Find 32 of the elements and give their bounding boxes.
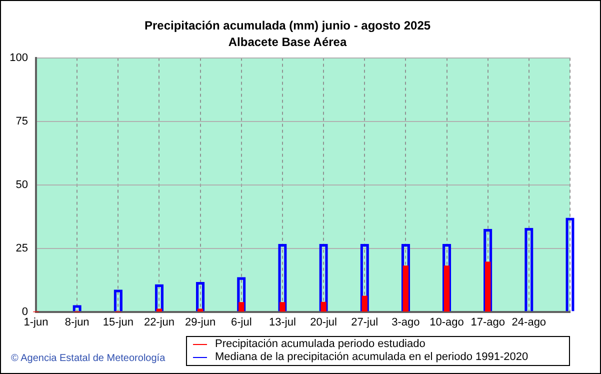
bar [320, 302, 326, 312]
chart-title: Precipitación acumulada (mm) junio - agosto 2025 [144, 18, 431, 33]
y-tick-label: 75 [16, 115, 28, 128]
bar [238, 302, 244, 312]
legend-label: Precipitación acumulada periodo estudiado [215, 338, 426, 351]
bar [197, 308, 204, 312]
y-tick-label: 100 [10, 52, 28, 64]
bar [444, 265, 450, 312]
x-tick-label: 17-ago [470, 316, 505, 328]
chart-subtitle: Albacete Base Aérea [228, 34, 347, 49]
x-tick-label: 6-jul [230, 316, 252, 328]
legend-label: Mediana de la precipitación acumulada en el periodo 1991-2020 [215, 351, 528, 364]
x-tick-label: 10-ago [430, 316, 464, 328]
x-tick-label: 27-jul [351, 316, 378, 328]
x-tick-label: 22-jun [144, 316, 175, 328]
x-tick-label: 29-jun [185, 316, 216, 328]
x-tick-label: 8-jun [64, 316, 90, 328]
bar [156, 308, 162, 312]
x-tick-label: 20-jul [310, 316, 337, 328]
y-tick-label: 25 [16, 242, 28, 254]
bar [362, 296, 368, 312]
y-tick-label: 50 [16, 178, 28, 191]
text: © Agencia Estatal de Meteorología [11, 353, 166, 364]
x-tick-label: 3-ago [392, 316, 420, 328]
x-tick-label: 13-jul [269, 316, 296, 328]
bar [402, 265, 409, 312]
bar [485, 262, 491, 312]
y-tick-label: 0 [22, 306, 28, 318]
bar [280, 302, 286, 312]
x-tick-label: 1-jun [24, 316, 48, 328]
x-tick-label: 15-jun [102, 316, 134, 328]
x-tick-label: 24-ago [512, 316, 546, 328]
